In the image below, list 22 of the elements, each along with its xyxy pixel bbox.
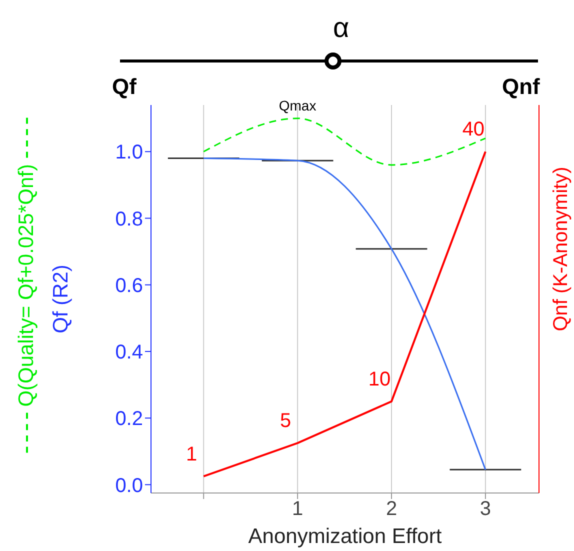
annotation: Qmax (278, 97, 316, 114)
x-tick-label: 2 (386, 498, 398, 520)
x-tick-label: 1 (292, 498, 304, 520)
x-axis-title: Anonymization Effort (248, 525, 442, 548)
legend-label: Q(Quality= Qf+0.025*Qnf) (15, 164, 39, 407)
y-tick-label: 0.4 (115, 342, 143, 364)
y-tick-label: 1.0 (115, 142, 143, 164)
y-axis-title: Qf (R2) (49, 264, 72, 334)
y-tick-label: 0.0 (115, 474, 143, 497)
text: α (333, 12, 350, 44)
y2-axis-title: Qnf (K-Anonymity) (550, 166, 572, 332)
line-series (202, 118, 486, 166)
x-tick-label: 3 (480, 498, 492, 520)
text: Qf (112, 74, 136, 100)
y-tick-label: 0.6 (115, 274, 143, 297)
y-tick-label: 0.8 (115, 208, 143, 230)
data-label: 40 (462, 118, 485, 141)
text: Qnf (502, 74, 540, 100)
y-tick-label: 0.2 (115, 408, 143, 430)
data-label: 5 (280, 410, 292, 432)
data-label: 1 (186, 443, 198, 466)
data-label: 10 (368, 368, 391, 390)
